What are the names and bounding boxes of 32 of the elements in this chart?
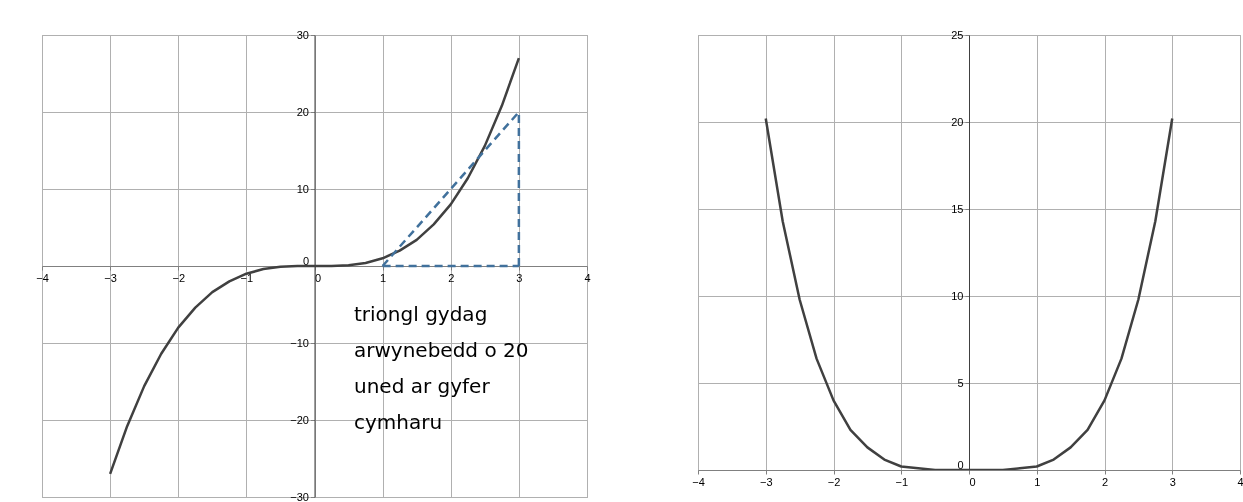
x-tick-label: 4 <box>584 271 591 284</box>
x-tick-label: −4 <box>692 475 705 488</box>
x-tick-label: 4 <box>1237 475 1243 488</box>
x-tick-label: 2 <box>1101 475 1109 488</box>
y-tick-label: −30 <box>290 490 309 502</box>
y-tick-label: 20 <box>951 115 964 128</box>
y-tick-label: 0 <box>302 254 309 267</box>
x-tick-label: −1 <box>240 271 254 284</box>
x-tick-label: 1 <box>380 271 387 284</box>
y-tick-label: 10 <box>296 182 309 195</box>
y-tick-label: −10 <box>290 336 309 349</box>
y-tick-label: 30 <box>296 28 309 41</box>
x-tick-label: −2 <box>827 475 841 488</box>
x-tick-label: 3 <box>1169 475 1176 488</box>
annotation: triongl gydag arwynebedd o 20 uned ar gyfer cymharu <box>354 302 529 434</box>
x-tick-label: 0 <box>315 271 322 284</box>
y-tick-label: 5 <box>957 376 964 389</box>
y-tick-label: 0 <box>957 458 964 471</box>
y-tick-label: −20 <box>290 413 309 426</box>
x-tick-label: 0 <box>969 475 976 488</box>
x-tick-label: 1 <box>1034 475 1041 488</box>
x-tick-label: −1 <box>895 475 909 488</box>
x-tick-label: 3 <box>516 271 523 284</box>
y-tick-label: 15 <box>951 202 964 215</box>
x-tick-label: 2 <box>448 271 455 284</box>
y-tick-label: 10 <box>951 289 964 302</box>
y-tick-label: 20 <box>296 105 309 118</box>
x-tick-label: −3 <box>759 475 773 488</box>
y-tick-label: 25 <box>951 28 964 41</box>
x-tick-label: −4 <box>36 271 49 284</box>
x-tick-label: −3 <box>104 271 117 284</box>
x-tick-label: −2 <box>172 271 186 284</box>
